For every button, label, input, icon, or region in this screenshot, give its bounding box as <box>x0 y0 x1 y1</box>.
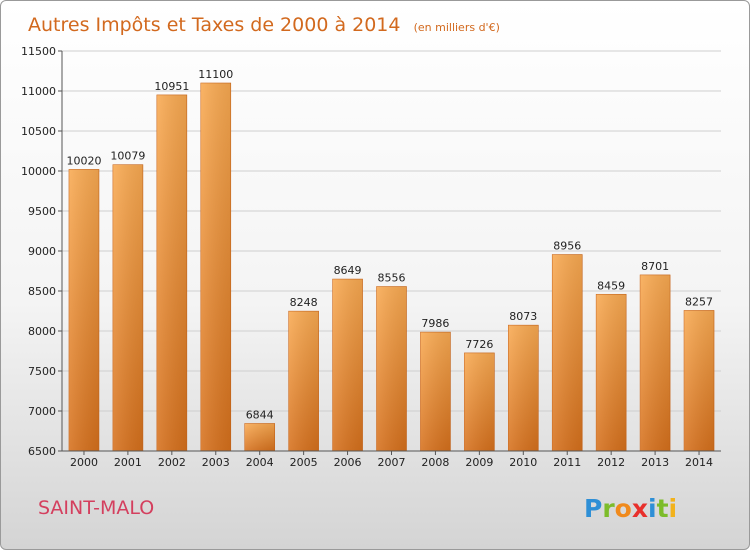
data-label-2004: 6844 <box>246 408 274 421</box>
bar-shade-2002 <box>156 94 187 452</box>
data-label-2012: 8459 <box>597 279 625 292</box>
bar-shade-2004 <box>244 423 275 451</box>
bar-shade-2010 <box>508 325 539 451</box>
data-label-2003: 11100 <box>198 68 233 81</box>
bar-shade-2006 <box>332 279 363 451</box>
bar-shade-2008 <box>420 332 451 451</box>
x-tick-label: 2007 <box>378 456 406 469</box>
bar-shade-2009 <box>464 352 495 451</box>
x-tick-label: 2001 <box>114 456 142 469</box>
data-label-2001: 10079 <box>110 150 145 163</box>
chart-title-unit: (en milliers d'€) <box>414 21 500 34</box>
x-tick-label: 2005 <box>290 456 318 469</box>
y-tick-label: 7500 <box>28 365 56 378</box>
x-tick-label: 2000 <box>70 456 98 469</box>
data-label-2007: 8556 <box>378 272 406 285</box>
y-tick-label: 8500 <box>28 285 56 298</box>
bar-shade-2005 <box>288 311 319 451</box>
chart-title: Autres Impôts et Taxes de 2000 à 2014 (e… <box>28 14 500 36</box>
bar-shade-2001 <box>112 164 143 451</box>
y-tick-label: 10500 <box>21 125 56 138</box>
bar-shade-2003 <box>200 83 231 451</box>
data-label-2010: 8073 <box>509 310 537 323</box>
bar-shade-2007 <box>376 286 407 451</box>
y-tick-label: 9000 <box>28 245 56 258</box>
bar-shade-2000 <box>68 169 99 451</box>
bar-shade-2014 <box>684 310 715 451</box>
data-label-2005: 8248 <box>290 296 318 309</box>
data-label-2011: 8956 <box>553 240 581 253</box>
y-tick-label: 11000 <box>21 85 56 98</box>
proxiti-logo: Proxiti <box>584 494 677 523</box>
logo-text: Proxiti <box>584 494 677 523</box>
data-label-2008: 7986 <box>421 317 449 330</box>
y-tick-label: 7000 <box>28 405 56 418</box>
x-tick-label: 2004 <box>246 456 274 469</box>
x-tick-label: 2014 <box>685 456 713 469</box>
data-label-2009: 7726 <box>465 338 493 351</box>
data-label-2000: 10020 <box>66 154 101 167</box>
chart-title-main: Autres Impôts et Taxes de 2000 à 2014 <box>28 14 401 36</box>
x-tick-label: 2003 <box>202 456 230 469</box>
bar-shade-2011 <box>552 254 583 451</box>
y-axis-ticks: 6500 7000 7500 8000 8500 9000 9500 10000 10500 11… <box>21 45 62 458</box>
x-tick-label: 2008 <box>421 456 449 469</box>
x-tick-label: 2010 <box>509 456 537 469</box>
bars: 10020 10079 10951 11100 6844 8248 8649 8556 7986… <box>66 68 715 452</box>
city-name: SAINT-MALO <box>38 497 154 519</box>
x-tick-label: 2011 <box>553 456 581 469</box>
x-tick-label: 2012 <box>597 456 625 469</box>
x-tick-label: 2002 <box>158 456 186 469</box>
y-tick-label: 10000 <box>21 165 56 178</box>
x-tick-label: 2013 <box>641 456 669 469</box>
y-tick-label: 11500 <box>21 45 56 58</box>
y-tick-label: 6500 <box>28 445 56 458</box>
x-tick-label: 2009 <box>465 456 493 469</box>
axes <box>61 51 721 452</box>
data-label-2006: 8649 <box>334 264 362 277</box>
bar-shade-2013 <box>640 274 671 451</box>
y-tick-label: 9500 <box>28 205 56 218</box>
data-label-2002: 10951 <box>154 80 189 93</box>
x-axis-ticks: 2000 2001 2002 2003 2004 2005 2006 2007 2008 2009… <box>70 451 713 469</box>
bar-shade-2012 <box>596 294 627 451</box>
data-label-2014: 8257 <box>685 295 713 308</box>
x-tick-label: 2006 <box>334 456 362 469</box>
data-label-2013: 8701 <box>641 260 669 273</box>
y-tick-label: 8000 <box>28 325 56 338</box>
